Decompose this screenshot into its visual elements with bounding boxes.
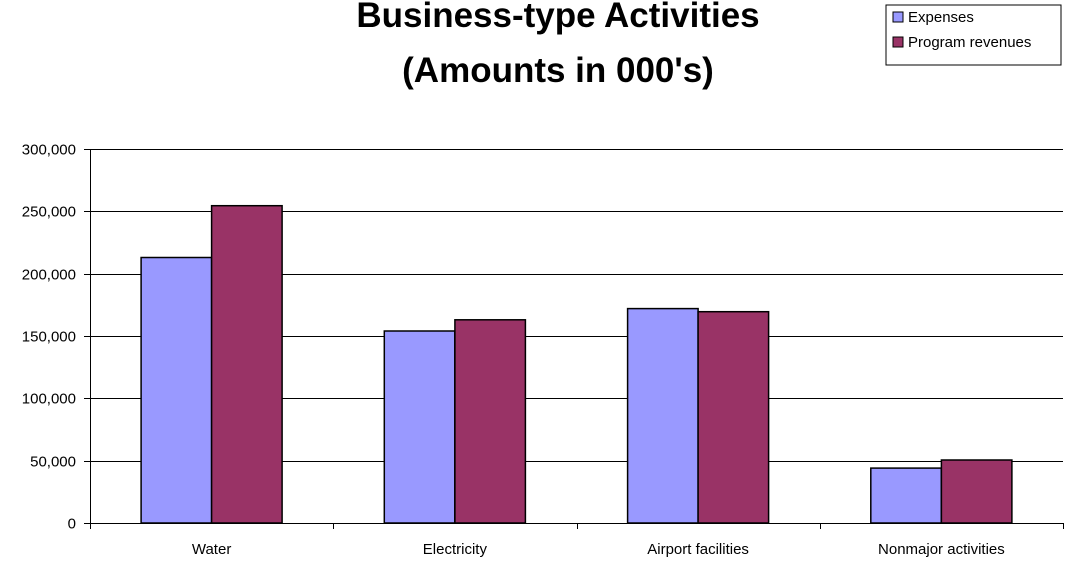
tick-labels: 0 50,000 100,000 150,000 200,000 250,000 300,0…: [22, 142, 1005, 559]
bar-program-revenues-airport-facilities: [697, 310, 770, 524]
y-tick-label-5: 250,000: [22, 204, 76, 221]
bar-expenses-water: [140, 256, 213, 524]
bars: [140, 204, 1013, 524]
chart-title: Business-type Activities (Amounts in 000…: [356, 0, 759, 90]
y-tick-label-2: 100,000: [22, 391, 76, 408]
x-tick-label-3: Nonmajor activities: [878, 541, 1005, 558]
legend-frame: [885, 4, 1062, 66]
legend: Expenses Program revenues: [885, 4, 1062, 66]
bar-expenses-nonmajor-activities: [870, 467, 943, 524]
bar-expenses-airport-facilities: [626, 307, 699, 524]
bar-program-revenues-water: [210, 204, 283, 524]
bar-program-revenues-nonmajor-activities: [940, 459, 1013, 524]
y-tick-label-6: 300,000: [22, 142, 76, 159]
x-tick-label-1: Electricity: [423, 541, 488, 558]
y-tick-label-0: 0: [68, 516, 76, 533]
chart-title-line-1: Business-type Activities: [356, 0, 759, 35]
x-tick-label-2: Airport facilities: [647, 541, 749, 558]
y-tick-label-3: 150,000: [22, 329, 76, 346]
bar-program-revenues-electricity: [454, 319, 527, 524]
legend-label-0: Expenses: [908, 9, 974, 26]
bar-expenses-electricity: [383, 330, 456, 524]
y-tick-label-1: 50,000: [30, 454, 76, 471]
chart-title-line-2: (Amounts in 000's): [402, 51, 714, 90]
axes: [84, 149, 1064, 529]
legend-swatch-1: [892, 36, 904, 48]
x-tick-label-0: Water: [192, 541, 231, 558]
legend-swatch-0: [892, 11, 904, 23]
legend-label-1: Program revenues: [908, 34, 1031, 51]
y-tick-label-4: 200,000: [22, 267, 76, 284]
